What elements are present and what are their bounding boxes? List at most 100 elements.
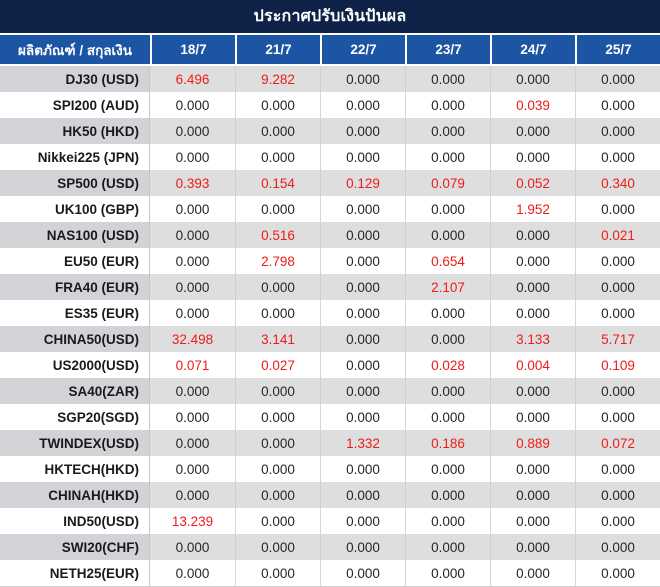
value-cell: 0.000	[490, 404, 575, 430]
product-label: CHINA50(USD)	[0, 326, 150, 352]
value-cell: 0.000	[575, 482, 660, 508]
value-cell: 0.000	[235, 300, 320, 326]
value-cell: 9.282	[235, 66, 320, 92]
value-cell: 0.000	[175, 461, 210, 477]
value-cell: 0.000	[575, 404, 660, 430]
table-row: FRA40 (EUR) 0.000 0.000 0.000 2.107 0.00…	[0, 274, 660, 300]
date-column-header: 23/7	[405, 35, 490, 64]
value-cell: 0.000	[490, 560, 575, 586]
table-row: ES35 (EUR) 0.000 0.000 0.000 0.000 0.000…	[0, 300, 660, 326]
value-cell: 0.021	[575, 222, 660, 248]
value-cell: 0.340	[575, 170, 660, 196]
table-row: UK100 (GBP) 0.000 0.000 0.000 0.000 1.95…	[0, 196, 660, 222]
value-cell: 0.027	[235, 352, 320, 378]
value-cell: 0.000	[490, 274, 575, 300]
product-label: UK100 (GBP)	[0, 196, 150, 222]
value-cell: 0.000	[320, 144, 405, 170]
date-column-header: 25/7	[575, 35, 660, 64]
value-cell: 0.000	[320, 560, 405, 586]
product-label: CHINAH(HKD)	[0, 482, 150, 508]
date-column-header: 24/7	[490, 35, 575, 64]
table-row: SP500 (USD) 0.393 0.154 0.129 0.079 0.05…	[0, 170, 660, 196]
value-cell: 0.000	[490, 66, 575, 92]
product-label: NAS100 (USD)	[0, 222, 150, 248]
value-cell: 0.000	[175, 409, 210, 425]
value-cell: 0.004	[490, 352, 575, 378]
value-cell: 0.000	[175, 487, 210, 503]
value-cell: 0.000	[490, 222, 575, 248]
value-cell: 0.000	[175, 97, 210, 113]
value-cell: 0.109	[575, 352, 660, 378]
page-title: ประกาศปรับเงินปันผล	[0, 0, 660, 33]
table-row: SA40(ZAR) 0.000 0.000 0.000 0.000 0.000 …	[0, 378, 660, 404]
product-label: SGP20(SGD)	[0, 404, 150, 430]
value-cell: 0.000	[235, 534, 320, 560]
value-cell: 0.000	[320, 404, 405, 430]
value-cell: 0.000	[575, 274, 660, 300]
value-cell: 0.000	[490, 508, 575, 534]
value-cell: 0.000	[175, 253, 210, 269]
value-cell: 0.000	[575, 248, 660, 274]
value-cell: 0.000	[235, 430, 320, 456]
table-row: NAS100 (USD) 0.000 0.516 0.000 0.000 0.0…	[0, 222, 660, 248]
value-cell: 0.000	[175, 123, 210, 139]
value-cell: 0.039	[490, 92, 575, 118]
value-cell: 0.000	[320, 196, 405, 222]
value-cell: 0.071	[175, 357, 210, 373]
product-label: DJ30 (USD)	[0, 66, 150, 92]
value-cell: 0.000	[175, 227, 210, 243]
product-label: SWI20(CHF)	[0, 534, 150, 560]
value-cell: 0.000	[320, 248, 405, 274]
value-cell: 0.186	[405, 430, 490, 456]
value-cell: 0.000	[175, 435, 210, 451]
value-cell: 1.332	[320, 430, 405, 456]
date-column-header: 22/7	[320, 35, 405, 64]
value-cell: 0.000	[405, 404, 490, 430]
value-cell: 0.000	[575, 300, 660, 326]
value-cell: 0.000	[320, 482, 405, 508]
value-cell: 0.000	[490, 456, 575, 482]
value-cell: 32.498	[171, 331, 214, 347]
table-row: TWINDEX(USD) 0.000 0.000 1.332 0.186 0.8…	[0, 430, 660, 456]
table-body: DJ30 (USD) 6.496 9.282 0.000 0.000 0.000…	[0, 66, 660, 587]
value-cell: 13.239	[171, 513, 214, 529]
table-row: HKTECH(HKD) 0.000 0.000 0.000 0.000 0.00…	[0, 456, 660, 482]
value-cell: 1.952	[490, 196, 575, 222]
value-cell: 0.000	[490, 482, 575, 508]
value-cell: 2.107	[405, 274, 490, 300]
value-cell: 0.000	[235, 92, 320, 118]
value-cell: 0.000	[405, 534, 490, 560]
value-cell: 0.000	[320, 508, 405, 534]
table-row: CHINA50(USD) 32.498 3.141 0.000 0.000 3.…	[0, 326, 660, 352]
table-row: CHINAH(HKD) 0.000 0.000 0.000 0.000 0.00…	[0, 482, 660, 508]
product-label: SA40(ZAR)	[0, 378, 150, 404]
value-cell: 0.129	[320, 170, 405, 196]
table-row: HK50 (HKD) 0.000 0.000 0.000 0.000 0.000…	[0, 118, 660, 144]
value-cell: 0.000	[235, 118, 320, 144]
value-cell: 0.654	[405, 248, 490, 274]
value-cell: 5.717	[575, 326, 660, 352]
value-cell: 0.000	[405, 222, 490, 248]
product-label: SP500 (USD)	[0, 170, 150, 196]
value-cell: 0.000	[575, 560, 660, 586]
table-row: EU50 (EUR) 0.000 2.798 0.000 0.654 0.000…	[0, 248, 660, 274]
table-row: IND50(USD) 13.239 0.000 0.000 0.000 0.00…	[0, 508, 660, 534]
value-cell: 0.000	[575, 456, 660, 482]
value-cell: 0.000	[320, 378, 405, 404]
value-cell: 0.000	[575, 66, 660, 92]
value-cell: 0.000	[490, 378, 575, 404]
value-cell: 0.000	[235, 144, 320, 170]
date-column-header: 21/7	[235, 35, 320, 64]
table-row: SPI200 (AUD) 0.000 0.000 0.000 0.000 0.0…	[0, 92, 660, 118]
product-label: US2000(USD)	[0, 352, 150, 378]
value-cell: 0.000	[575, 92, 660, 118]
value-cell: 0.000	[320, 534, 405, 560]
value-cell: 0.000	[490, 534, 575, 560]
value-cell: 0.000	[575, 508, 660, 534]
value-cell: 0.000	[405, 300, 490, 326]
value-cell: 0.028	[405, 352, 490, 378]
product-column-header: ผลิตภัณฑ์ / สกุลเงิน	[0, 35, 150, 64]
value-cell: 0.000	[490, 118, 575, 144]
product-label: Nikkei225 (JPN)	[0, 144, 150, 170]
value-cell: 0.000	[320, 66, 405, 92]
